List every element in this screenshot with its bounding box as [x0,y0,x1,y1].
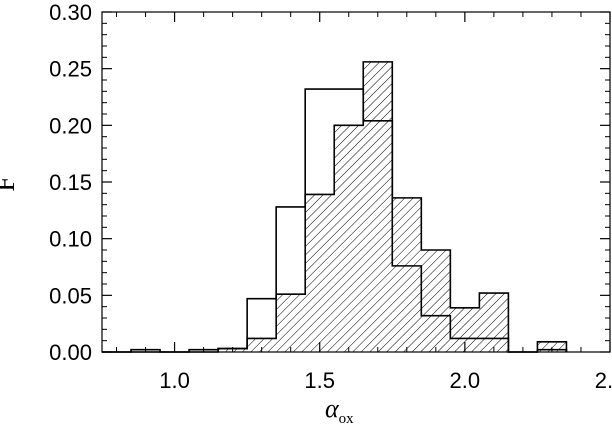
y-tick-label: 0.20 [49,113,92,138]
x-axis-title-subscript: ox [339,411,355,427]
x-tick-label: 1.5 [304,368,335,393]
y-axis-title: F [0,176,21,192]
hatched-bar [276,294,306,352]
hatched-bar [421,250,451,352]
y-tick-label: 0.10 [49,227,92,252]
x-axis-title-symbol: α [325,394,340,423]
y-axis-ticks: 0.00 0.05 0.10 0.15 0.20 0.25 0.30 [49,0,610,365]
outline-series-line [102,88,568,353]
hatched-bar [479,293,509,352]
outline-series [102,88,568,353]
y-tick-label: 0.30 [49,0,92,25]
x-axis-ticks: 1.0 1.5 2.0 2.5 [116,12,612,393]
x-axis-title: αox [325,394,354,427]
hatched-bar [334,125,364,352]
hatched-bar [363,61,393,352]
x-tick-label: 2.5 [595,368,612,393]
hatched-bar [392,197,422,352]
hatched-series [102,61,568,353]
y-tick-label: 0.25 [49,57,92,82]
y-tick-label: 0.05 [49,283,92,308]
hatched-bar [305,194,335,352]
x-tick-label: 1.0 [159,368,190,393]
y-tick-label: 0.00 [49,340,92,365]
hatched-bar [247,338,277,352]
y-tick-label: 0.15 [49,170,92,195]
hatched-bar [537,341,567,352]
x-tick-label: 2.0 [450,368,481,393]
